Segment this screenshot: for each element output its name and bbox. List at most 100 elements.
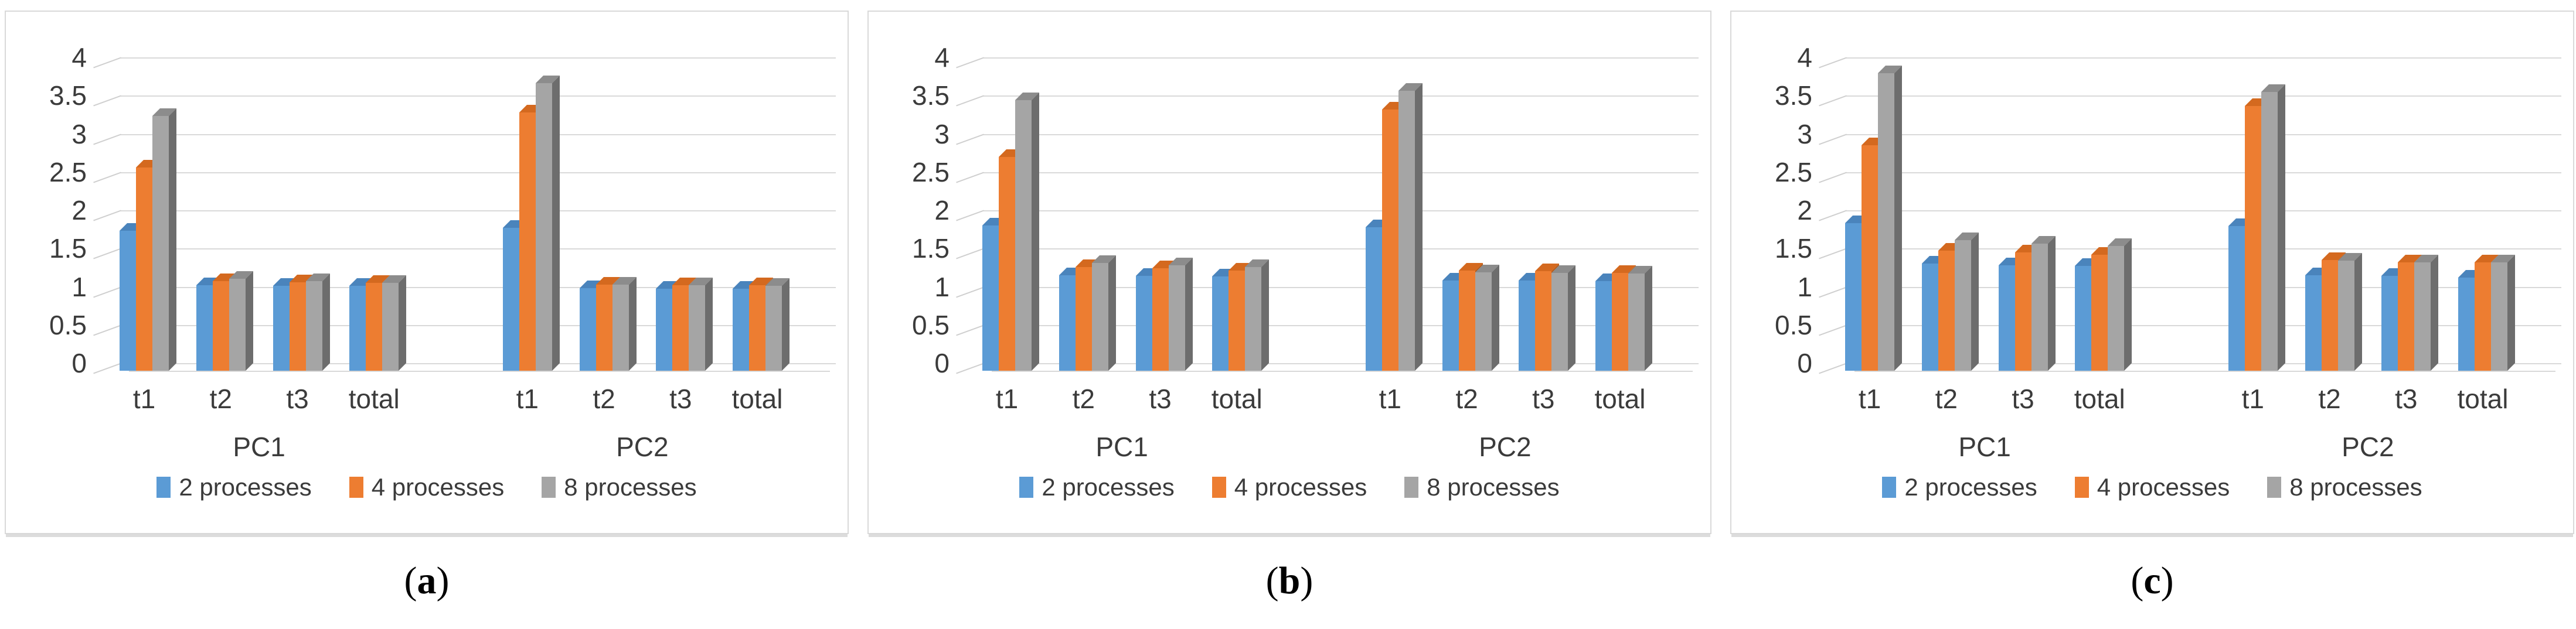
- bar-face: [1168, 265, 1185, 371]
- bar-face: [1998, 265, 2015, 371]
- legend-label: 2 processes: [179, 473, 312, 501]
- gridline: [984, 172, 1699, 173]
- bar-2-processes-t3-group1: [273, 286, 290, 371]
- bar-2-processes-t2-group1: [196, 285, 213, 371]
- axis-tick-connector: [93, 172, 121, 183]
- bar-4-processes-t3-group2: [672, 285, 689, 371]
- bar-face: [749, 285, 765, 371]
- bar-4-processes-t1-group2: [519, 112, 536, 371]
- bar-face: [2398, 262, 2415, 371]
- legend-swatch-icon: [1404, 477, 1419, 498]
- bar-face: [733, 289, 749, 371]
- bar-2-processes-t2-group1: [1059, 275, 1076, 371]
- bar-8-processes-t2-group1: [1091, 263, 1108, 371]
- bar-face: [1475, 272, 1492, 371]
- bar-8-processes-t1-group1: [1015, 100, 1032, 371]
- bar-2-processes-total-group1: [349, 286, 366, 371]
- caption-b-close: ): [1300, 559, 1313, 602]
- axis-tick-connector: [956, 95, 984, 107]
- gridline: [121, 57, 836, 59]
- gridline: [121, 248, 836, 250]
- bar-face: [196, 285, 213, 371]
- bar-2-processes-t3-group2: [2381, 276, 2398, 371]
- bar-face: [1059, 275, 1076, 371]
- gridline: [121, 286, 836, 288]
- gridline: [984, 363, 1699, 364]
- bar-face: [672, 285, 689, 371]
- gridline: [121, 363, 836, 364]
- gridline: [1846, 172, 2561, 173]
- bar-8-processes-total-group2: [1628, 274, 1645, 371]
- x-axis-category-label: t1: [2241, 384, 2264, 414]
- bar-2-processes-total-group1: [1212, 276, 1229, 371]
- x-axis-category-label: t1: [1858, 384, 1881, 414]
- bar-2-processes-t1-group1: [120, 231, 136, 371]
- bar-2-processes-t1-group1: [1845, 223, 1862, 371]
- legend-item-8-processes: 8 processes: [542, 473, 697, 501]
- caption-a-open: (: [404, 559, 417, 602]
- bar-4-processes-t2-group1: [1938, 251, 1955, 371]
- bar-face: [366, 283, 383, 371]
- plot-floor-line: [992, 371, 1693, 372]
- legend-label: 8 processes: [1427, 473, 1560, 501]
- x-axis-category-label: total: [1594, 384, 1646, 414]
- bar-8-processes-t2-group1: [1954, 240, 1971, 371]
- y-axis-tick-label: 2: [934, 195, 950, 225]
- bar-face: [1229, 271, 1246, 371]
- bar-4-processes-t3-group1: [1152, 268, 1169, 371]
- bar-face: [2228, 226, 2245, 371]
- bar-2-processes-t2-group2: [2305, 275, 2322, 371]
- y-axis-tick-label: 4: [934, 42, 950, 73]
- bar-4-processes-total-group2: [749, 285, 765, 371]
- bar-face: [1091, 263, 1108, 371]
- legend-item-2-processes: 2 processes: [1019, 473, 1175, 501]
- gridline: [121, 134, 836, 135]
- bar-face: [535, 83, 552, 371]
- x-axis-category-label: t3: [286, 384, 309, 414]
- bar-8-processes-total-group1: [382, 283, 399, 371]
- plot-floor-line: [129, 371, 830, 372]
- bar-face: [1862, 145, 1878, 371]
- gridline: [1846, 95, 2561, 97]
- legend-item-2-processes: 2 processes: [1882, 473, 2037, 501]
- y-axis-tick-label: 2: [1797, 195, 1812, 225]
- caption-a-close: ): [436, 559, 450, 602]
- y-axis-tick-label: 3: [934, 118, 950, 149]
- axis-tick-connector: [1819, 324, 1847, 336]
- x-axis-category-label: t3: [1532, 384, 1555, 414]
- x-axis-category-label: t2: [1455, 384, 1478, 414]
- bar-face: [289, 282, 306, 371]
- bar-2-processes-t3-group2: [1519, 281, 1536, 371]
- y-axis-tick-label: 1: [72, 271, 87, 302]
- figure-panels-row: 0 0.5 1 1.5 2 2.5 3 3.5 4 t1 t2 t3 total t1 t2 t3 total P…: [0, 0, 2576, 534]
- gridline: [984, 95, 1699, 97]
- gridline: [1846, 134, 2561, 135]
- bar-4-processes-total-group1: [366, 283, 383, 371]
- axis-tick-connector: [1819, 172, 1847, 183]
- legend-item-4-processes: 4 processes: [349, 473, 504, 501]
- bar-face: [579, 288, 596, 371]
- bar-face: [1135, 276, 1152, 371]
- axis-tick-connector: [956, 248, 984, 259]
- x-axis-category-label: t2: [593, 384, 615, 414]
- x-axis-category-label: t1: [516, 384, 539, 414]
- bar-face: [1458, 271, 1475, 371]
- y-axis-tick-label: 1: [1797, 271, 1812, 302]
- legend-swatch-icon: [1019, 477, 1034, 498]
- gridline: [121, 210, 836, 211]
- x-axis-category-label: t3: [1149, 384, 1172, 414]
- bar-face: [656, 289, 673, 371]
- y-axis-tick-label: 2.5: [49, 156, 87, 187]
- bar-4-processes-t2-group1: [212, 281, 229, 371]
- caption-a: (a): [5, 559, 849, 603]
- bar-8-processes-total-group1: [1245, 267, 1262, 371]
- bar-face: [1954, 240, 1971, 371]
- bar-face: [2305, 275, 2322, 371]
- gridline: [1846, 248, 2561, 250]
- y-axis-tick-label: 0.5: [49, 309, 87, 340]
- axis-tick-connector: [93, 210, 121, 221]
- bar-face: [2414, 262, 2431, 371]
- bar-8-processes-t1-group1: [152, 116, 169, 371]
- legend-swatch-icon: [1882, 477, 1897, 498]
- bar-8-processes-t3-group1: [305, 281, 322, 371]
